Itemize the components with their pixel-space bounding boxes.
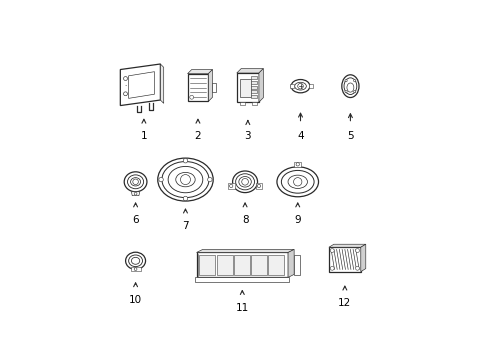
Bar — [239, 78, 251, 96]
Circle shape — [329, 249, 333, 252]
Ellipse shape — [131, 257, 140, 264]
Ellipse shape — [346, 83, 353, 92]
Circle shape — [344, 80, 346, 82]
Circle shape — [355, 266, 359, 270]
Ellipse shape — [276, 167, 318, 197]
Text: 8: 8 — [241, 215, 248, 225]
Bar — [328, 247, 360, 271]
Ellipse shape — [125, 252, 145, 269]
Bar — [251, 95, 257, 98]
Circle shape — [189, 95, 193, 99]
Bar — [130, 267, 140, 271]
Ellipse shape — [290, 80, 309, 93]
Ellipse shape — [287, 175, 307, 188]
Polygon shape — [287, 249, 293, 278]
Text: 10: 10 — [129, 295, 142, 305]
Ellipse shape — [175, 172, 195, 187]
Bar — [250, 255, 266, 275]
Text: 2: 2 — [194, 131, 201, 141]
Polygon shape — [128, 72, 154, 98]
Ellipse shape — [344, 78, 356, 94]
Bar — [289, 84, 293, 89]
Polygon shape — [187, 69, 212, 74]
Text: 9: 9 — [294, 215, 301, 225]
Circle shape — [123, 92, 127, 96]
Circle shape — [353, 91, 355, 93]
Bar — [195, 278, 289, 282]
Bar — [216, 255, 232, 275]
Bar — [251, 102, 257, 105]
Polygon shape — [160, 64, 163, 103]
Bar — [267, 255, 284, 275]
Polygon shape — [196, 249, 293, 252]
Text: ·: · — [124, 83, 126, 89]
Text: 6: 6 — [132, 215, 139, 225]
Polygon shape — [360, 244, 365, 271]
Bar — [233, 255, 249, 275]
Bar — [239, 102, 244, 105]
Ellipse shape — [130, 177, 140, 186]
Ellipse shape — [168, 166, 203, 193]
Polygon shape — [236, 68, 263, 73]
Circle shape — [293, 177, 301, 186]
Ellipse shape — [232, 171, 257, 193]
Ellipse shape — [294, 82, 305, 90]
Text: 1: 1 — [140, 131, 147, 141]
Circle shape — [207, 177, 212, 182]
Circle shape — [123, 77, 127, 81]
Circle shape — [134, 192, 137, 195]
Ellipse shape — [158, 158, 213, 201]
Bar — [294, 162, 301, 167]
Polygon shape — [208, 69, 212, 102]
Bar — [251, 86, 257, 89]
Bar — [199, 255, 215, 275]
Bar — [251, 76, 257, 79]
Ellipse shape — [281, 170, 313, 193]
Ellipse shape — [238, 176, 251, 187]
Circle shape — [329, 266, 333, 270]
Ellipse shape — [341, 75, 358, 98]
Circle shape — [229, 184, 232, 188]
Circle shape — [180, 175, 190, 185]
Bar — [227, 183, 234, 189]
Circle shape — [134, 268, 137, 270]
Bar — [251, 81, 257, 84]
Ellipse shape — [128, 255, 142, 267]
Circle shape — [295, 163, 299, 166]
Bar — [308, 84, 312, 89]
Circle shape — [159, 177, 163, 182]
Circle shape — [355, 249, 359, 252]
Ellipse shape — [235, 174, 254, 190]
Bar — [187, 74, 208, 102]
Text: 7: 7 — [182, 221, 188, 231]
Bar — [255, 183, 262, 189]
Circle shape — [353, 80, 355, 82]
Ellipse shape — [162, 162, 208, 198]
Circle shape — [344, 91, 346, 93]
Ellipse shape — [127, 175, 143, 189]
Text: 12: 12 — [338, 298, 351, 308]
Circle shape — [133, 179, 138, 185]
Text: 4: 4 — [297, 131, 303, 141]
Polygon shape — [328, 244, 365, 247]
Ellipse shape — [124, 172, 146, 192]
Circle shape — [183, 158, 187, 163]
Text: 5: 5 — [346, 131, 353, 141]
Polygon shape — [131, 192, 140, 195]
Text: 3: 3 — [244, 131, 251, 141]
Polygon shape — [259, 68, 263, 102]
Bar — [212, 84, 215, 92]
Circle shape — [297, 84, 303, 89]
Bar — [251, 90, 257, 93]
Text: 11: 11 — [235, 303, 248, 312]
Circle shape — [241, 179, 248, 185]
Circle shape — [257, 184, 260, 188]
Bar — [196, 252, 287, 278]
Polygon shape — [120, 64, 160, 105]
Bar — [236, 73, 259, 102]
Circle shape — [183, 196, 187, 201]
Bar — [293, 255, 299, 275]
